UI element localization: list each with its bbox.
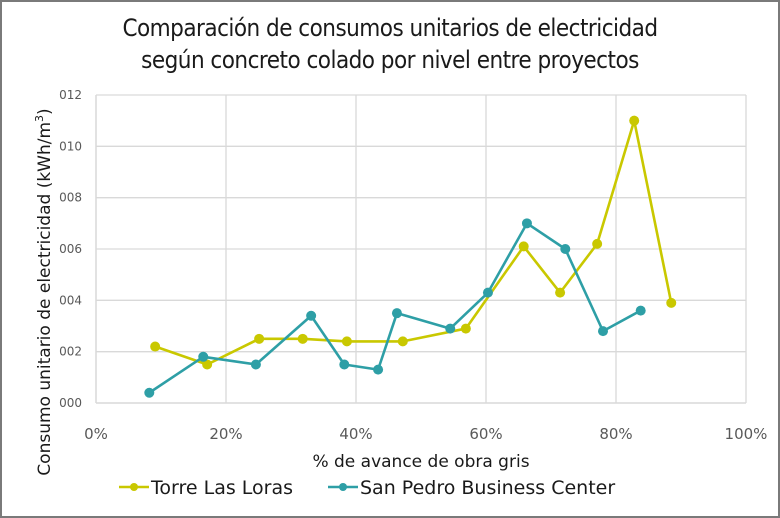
x-axis-title: % de avance de obra gris [312, 452, 529, 472]
y-tick-label: 000 [59, 396, 82, 410]
y-tick-label: 002 [59, 345, 82, 359]
data-point [592, 238, 603, 249]
data-point [482, 287, 493, 298]
data-point [341, 336, 352, 347]
data-point [555, 287, 566, 298]
y-axis-title-main: Consumo unitario de electricidad (kWh/m [35, 122, 55, 476]
legend-label: Torre Las Loras [150, 477, 293, 499]
data-point [598, 326, 608, 337]
series-layer [144, 115, 677, 398]
legend-item-0: Torre Las Loras [119, 477, 293, 499]
legend: Torre Las Loras San Pedro Business Center [119, 477, 615, 499]
data-point [150, 341, 161, 352]
data-point [521, 218, 532, 229]
data-point [391, 308, 402, 319]
y-axis-title: Consumo unitario de electricidad (kWh/m3… [33, 108, 55, 475]
data-point [635, 305, 646, 316]
series-1 [144, 218, 646, 398]
data-point [297, 333, 308, 344]
x-tick-label: 40% [339, 425, 372, 443]
data-point [339, 359, 350, 370]
data-point [144, 387, 155, 398]
gridlines [95, 94, 747, 404]
data-point [445, 323, 456, 334]
chart-title: Comparación de consumos unitarios de ele… [39, 12, 741, 76]
x-tick-label: 80% [599, 425, 632, 443]
y-tick-label: 008 [59, 191, 82, 205]
data-point [518, 241, 529, 252]
x-tick-label: 100% [725, 425, 768, 443]
y-tick-label: 012 [59, 88, 82, 102]
x-tick-label: 60% [469, 425, 502, 443]
data-point [460, 323, 471, 334]
data-point [666, 297, 677, 308]
chart-title-line-1: Comparación de consumos unitarios de ele… [122, 14, 658, 42]
legend-label: San Pedro Business Center [360, 477, 615, 499]
data-point [373, 364, 384, 375]
data-point [198, 351, 209, 362]
legend-dot-marker [130, 483, 138, 491]
data-point [397, 336, 408, 347]
data-point [202, 359, 213, 370]
y-tick-label: 004 [59, 293, 82, 307]
data-point [306, 310, 317, 321]
y-axis-title-superscript: 3 [33, 115, 46, 122]
legend-item-1: San Pedro Business Center [328, 477, 615, 499]
x-axis-ticks: 0% 20% 40% 60% 80% 100% [84, 425, 767, 443]
legend-dot-marker [339, 483, 347, 491]
x-tick-label: 0% [84, 425, 108, 443]
y-axis-title-suffix: ) [35, 108, 55, 115]
data-point [254, 333, 265, 344]
data-point [560, 244, 571, 254]
y-tick-label: 006 [59, 242, 82, 256]
series-0 [150, 115, 677, 370]
data-point [629, 115, 640, 126]
y-axis-ticks: 000 002 004 006 008 010 012 [59, 88, 82, 410]
x-tick-label: 20% [209, 425, 242, 443]
series-line [154, 119, 673, 366]
y-tick-label: 010 [59, 139, 82, 153]
chart-title-line-2: según concreto colado por nivel entre pr… [141, 46, 639, 74]
data-point [250, 359, 261, 370]
